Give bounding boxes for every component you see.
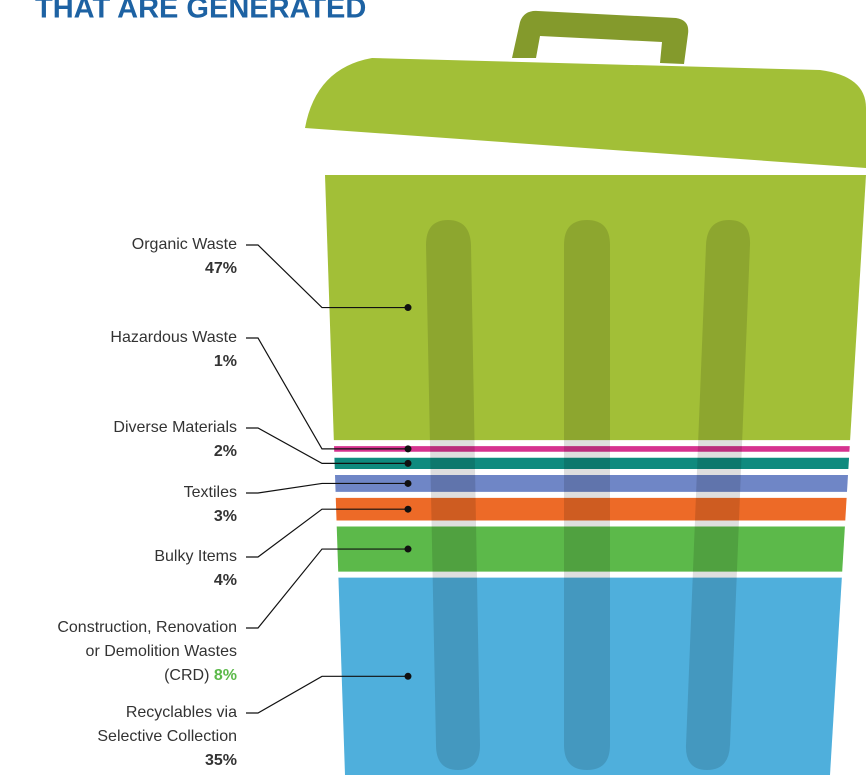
value-label: 4% (214, 572, 237, 589)
leader-dot (405, 673, 412, 680)
category-label: Construction, Renovation (57, 619, 237, 636)
category-text: or Demolition Wastes (86, 643, 237, 660)
category-label: Textiles (184, 484, 237, 501)
category-label: or Demolition Wastes (86, 643, 237, 660)
lid (305, 58, 866, 168)
category-text: Hazardous Waste (110, 329, 237, 346)
leader-dot (405, 480, 412, 487)
bin-rib (564, 220, 610, 770)
category-label: (CRD) 8% (164, 667, 237, 684)
leader-dot (405, 445, 412, 452)
lid-handle (512, 11, 688, 64)
category-text: Bulky Items (154, 548, 237, 565)
leader-dot (405, 506, 412, 513)
category-label: Recyclables via (126, 704, 237, 721)
leader-dot (405, 460, 412, 467)
chart-title: THAT ARE GENERATED (35, 0, 366, 25)
category-label: Organic Waste (132, 236, 237, 253)
value-label: 8% (214, 667, 237, 684)
value-label: 35% (205, 752, 237, 769)
value-label: 2% (214, 443, 237, 460)
category-text: Textiles (184, 484, 237, 501)
category-text: (CRD) (164, 667, 209, 684)
category-text: Recyclables via (126, 704, 237, 721)
category-text: Organic Waste (132, 236, 237, 253)
category-label: Selective Collection (97, 728, 237, 745)
value-label: 47% (205, 260, 237, 277)
category-text: Construction, Renovation (57, 619, 237, 636)
leader-dot (405, 546, 412, 553)
category-label: Hazardous Waste (110, 329, 237, 346)
category-label: Diverse Materials (113, 419, 237, 436)
value-label: 1% (214, 353, 237, 370)
value-label: 3% (214, 508, 237, 525)
chart: THAT ARE GENERATED Organic Waste 47% Hazar… (0, 0, 866, 777)
category-label: Bulky Items (154, 548, 237, 565)
category-text: Selective Collection (97, 728, 237, 745)
category-text: Diverse Materials (113, 419, 237, 436)
page: THAT ARE GENERATED Organic Waste 47% Hazar… (0, 0, 866, 777)
leader-dot (405, 304, 412, 311)
